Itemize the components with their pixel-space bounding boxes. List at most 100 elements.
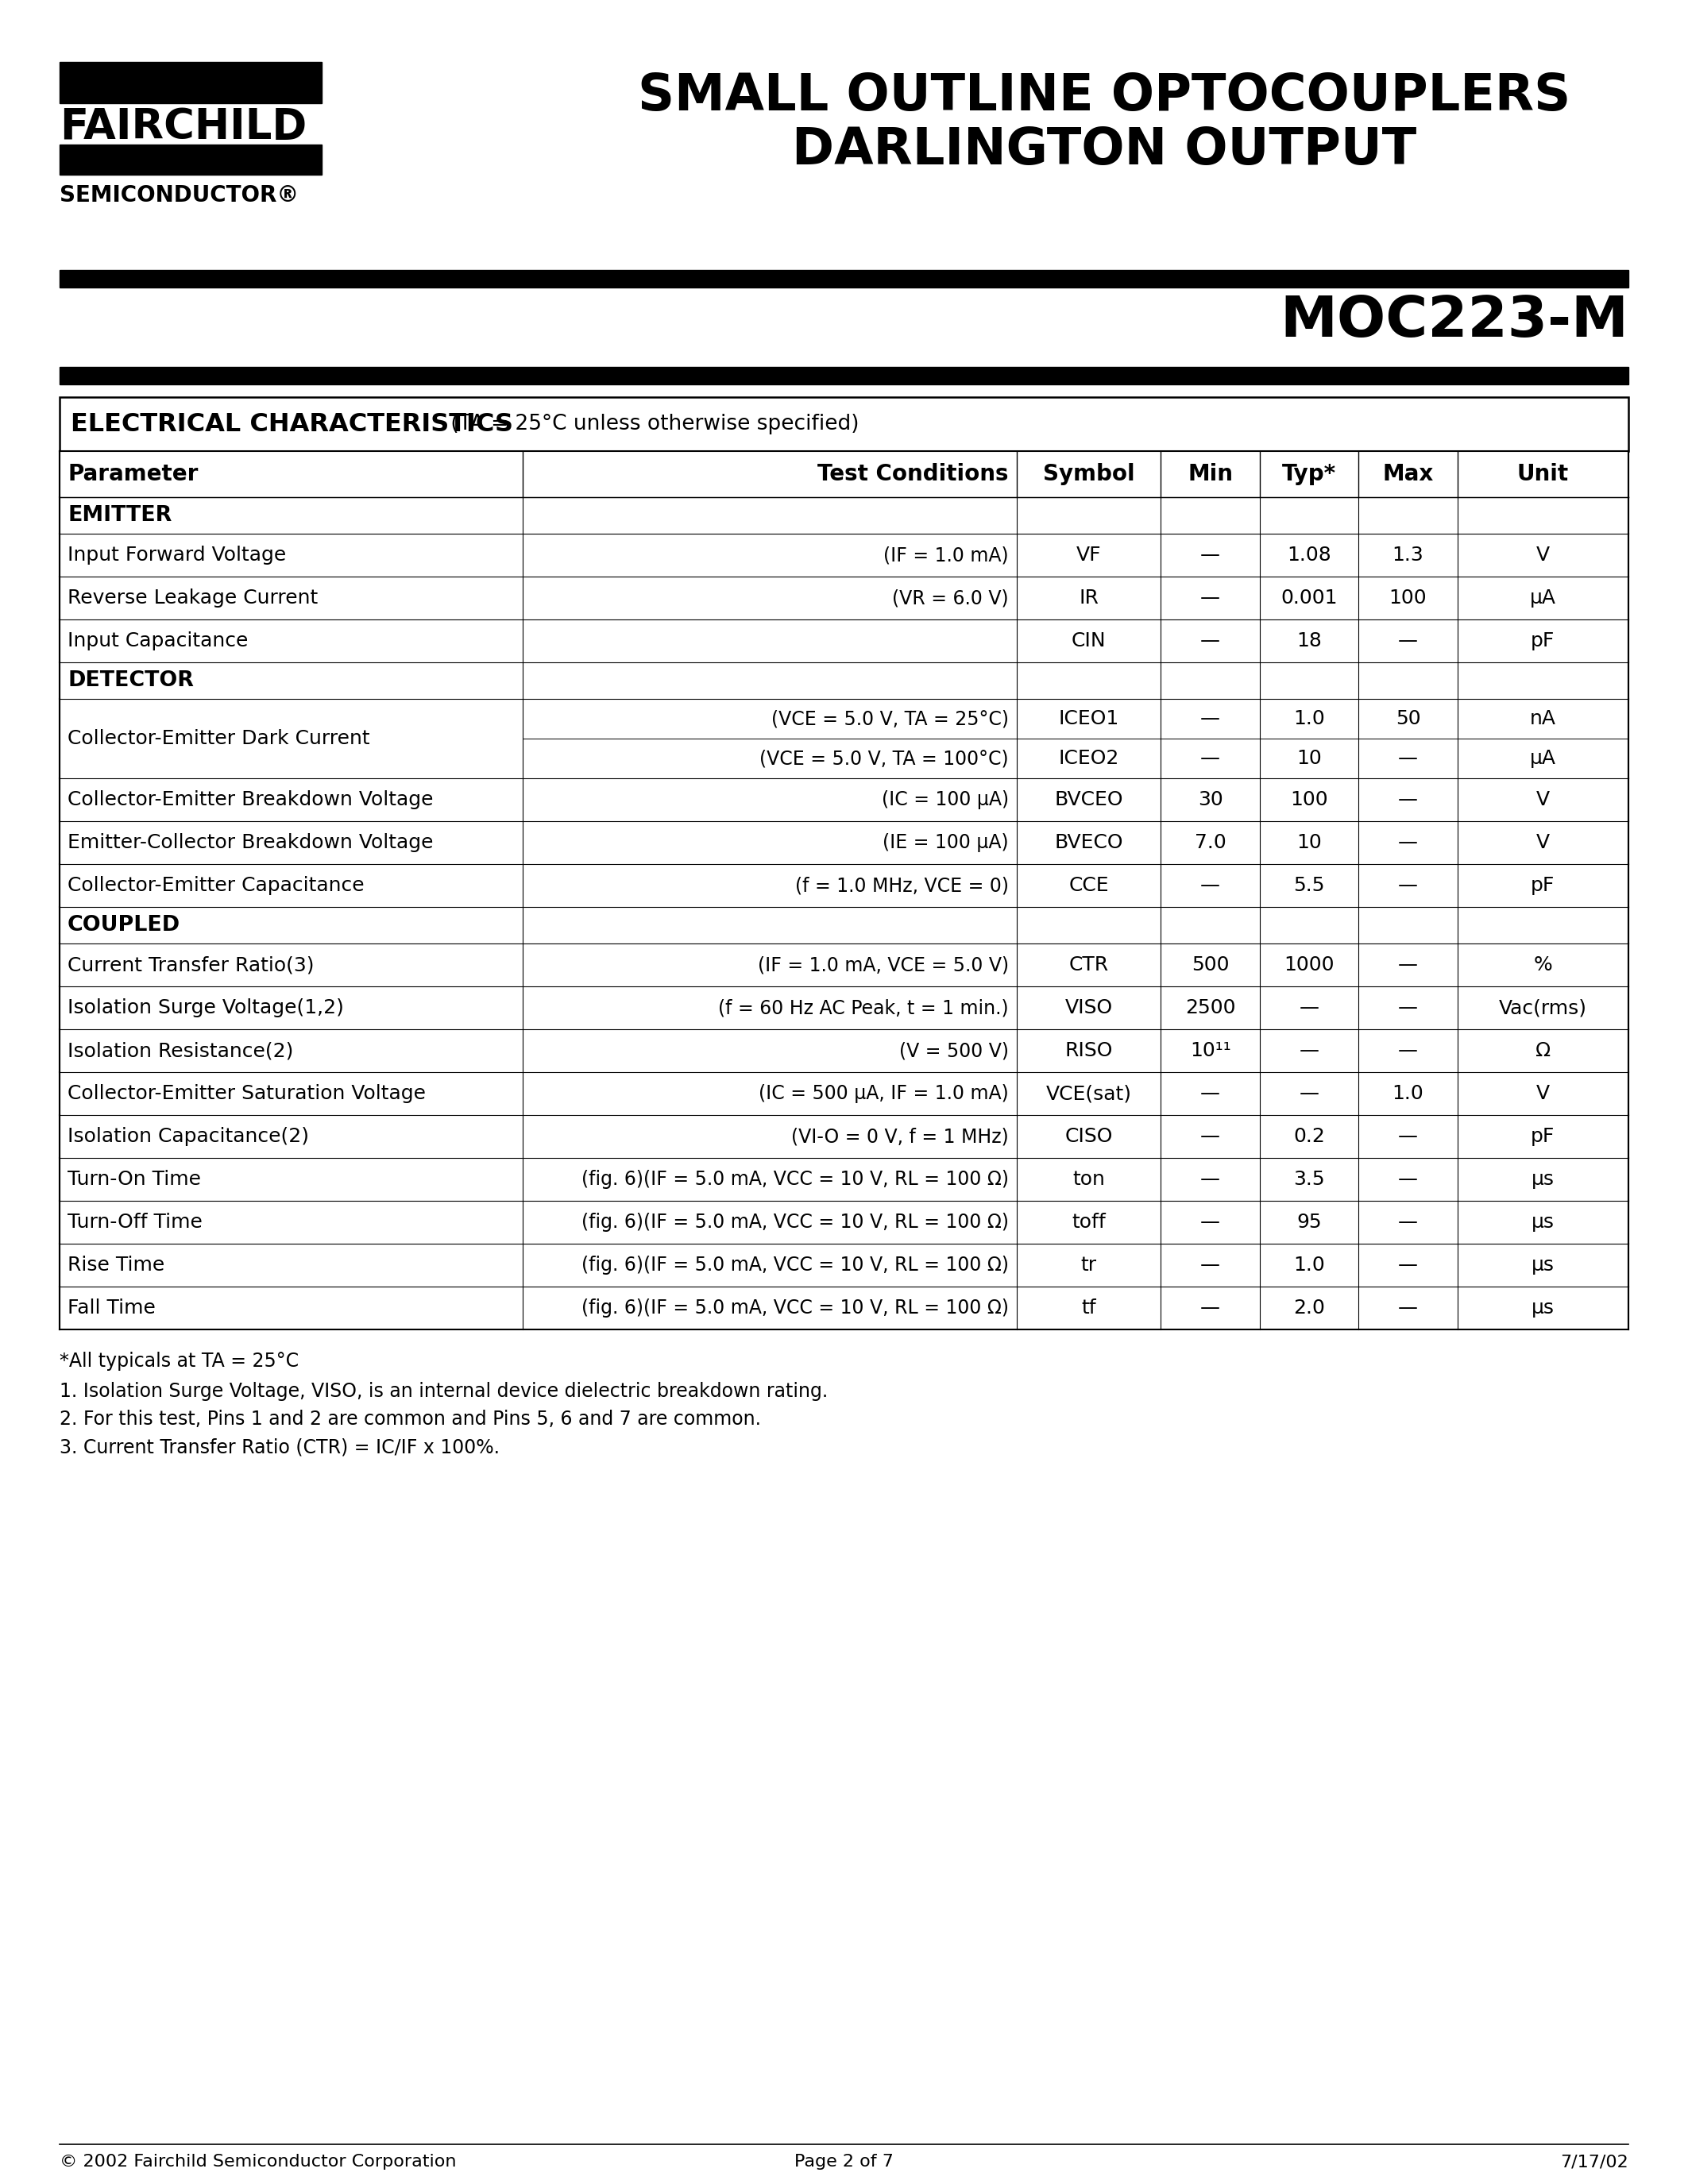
Text: (VR = 6.0 V): (VR = 6.0 V) — [893, 587, 1009, 607]
Text: Test Conditions: Test Conditions — [817, 463, 1009, 485]
Bar — [59, 577, 1629, 620]
Text: nA: nA — [1529, 710, 1556, 727]
Text: %: % — [1533, 954, 1553, 974]
Text: 18: 18 — [1296, 631, 1322, 651]
Text: V: V — [1536, 791, 1550, 810]
Text: (IC = 100 μA): (IC = 100 μA) — [881, 791, 1009, 810]
Bar — [59, 1201, 1629, 1243]
Text: (fig. 6)(IF = 5.0 mA, VCC = 10 V, RL = 100 Ω): (fig. 6)(IF = 5.0 mA, VCC = 10 V, RL = 1… — [581, 1212, 1009, 1232]
Text: (IF = 1.0 mA, VCE = 5.0 V): (IF = 1.0 mA, VCE = 5.0 V) — [758, 954, 1009, 974]
Text: Collector-Emitter Capacitance: Collector-Emitter Capacitance — [68, 876, 365, 895]
Text: tf: tf — [1082, 1299, 1096, 1317]
Text: —: — — [1398, 832, 1418, 852]
Text: FAIRCHILD: FAIRCHILD — [59, 107, 307, 149]
Text: toff: toff — [1072, 1212, 1106, 1232]
Text: DARLINGTON OUTPUT: DARLINGTON OUTPUT — [792, 124, 1416, 175]
Text: 2.0: 2.0 — [1293, 1299, 1325, 1317]
Text: (f = 1.0 MHz, VCE = 0): (f = 1.0 MHz, VCE = 0) — [795, 876, 1009, 895]
Text: μs: μs — [1531, 1256, 1555, 1275]
Text: pF: pF — [1531, 876, 1555, 895]
Text: pF: pF — [1531, 631, 1555, 651]
Bar — [59, 778, 1629, 821]
Text: —: — — [1200, 631, 1220, 651]
Text: 1.0: 1.0 — [1393, 1083, 1423, 1103]
Text: Symbol: Symbol — [1043, 463, 1134, 485]
Text: μA: μA — [1529, 749, 1556, 769]
Text: pF: pF — [1531, 1127, 1555, 1147]
Bar — [59, 271, 1629, 288]
Text: 3. Current Transfer Ratio (CTR) = IC/IF x 100%.: 3. Current Transfer Ratio (CTR) = IC/IF … — [59, 1437, 500, 1457]
Text: ELECTRICAL CHARACTERISTICS: ELECTRICAL CHARACTERISTICS — [71, 413, 513, 437]
Text: —: — — [1200, 749, 1220, 769]
Text: (IC = 500 μA, IF = 1.0 mA): (IC = 500 μA, IF = 1.0 mA) — [758, 1083, 1009, 1103]
Bar — [59, 1286, 1629, 1330]
Text: 7/17/02: 7/17/02 — [1560, 2153, 1629, 2169]
Text: —: — — [1398, 1212, 1418, 1232]
Text: —: — — [1200, 1212, 1220, 1232]
Text: —: — — [1398, 631, 1418, 651]
Text: —: — — [1200, 1256, 1220, 1275]
Text: —: — — [1398, 876, 1418, 895]
Bar — [59, 144, 322, 175]
Text: —: — — [1300, 998, 1318, 1018]
Text: —: — — [1200, 876, 1220, 895]
Text: Reverse Leakage Current: Reverse Leakage Current — [68, 587, 317, 607]
Text: MOC223-M: MOC223-M — [1280, 295, 1629, 349]
Text: 3.5: 3.5 — [1293, 1171, 1325, 1188]
Text: —: — — [1300, 1083, 1318, 1103]
Text: —: — — [1200, 587, 1220, 607]
Text: Current Transfer Ratio(3): Current Transfer Ratio(3) — [68, 954, 314, 974]
Bar — [59, 620, 1629, 662]
Text: 95: 95 — [1296, 1212, 1322, 1232]
Text: Fall Time: Fall Time — [68, 1299, 155, 1317]
Text: —: — — [1200, 546, 1220, 566]
Bar — [59, 821, 1629, 865]
Text: (VCE = 5.0 V, TA = 100°C): (VCE = 5.0 V, TA = 100°C) — [760, 749, 1009, 769]
Text: EMITTER: EMITTER — [68, 505, 172, 526]
Bar — [59, 699, 1629, 778]
Text: CTR: CTR — [1069, 954, 1109, 974]
Text: μs: μs — [1531, 1212, 1555, 1232]
Text: 0.2: 0.2 — [1293, 1127, 1325, 1147]
Bar — [59, 498, 1629, 533]
Text: 10: 10 — [1296, 832, 1322, 852]
Bar — [59, 61, 322, 103]
Text: V: V — [1536, 1083, 1550, 1103]
Text: 2. For this test, Pins 1 and 2 are common and Pins 5, 6 and 7 are common.: 2. For this test, Pins 1 and 2 are commo… — [59, 1409, 761, 1428]
Text: Unit: Unit — [1518, 463, 1568, 485]
Text: Min: Min — [1188, 463, 1232, 485]
Text: Input Forward Voltage: Input Forward Voltage — [68, 546, 287, 566]
Text: RISO: RISO — [1065, 1042, 1112, 1059]
Text: —: — — [1200, 1171, 1220, 1188]
Text: 1000: 1000 — [1285, 954, 1335, 974]
Text: ton: ton — [1072, 1171, 1106, 1188]
Text: 1.0: 1.0 — [1293, 710, 1325, 727]
Text: (VCE = 5.0 V, TA = 25°C): (VCE = 5.0 V, TA = 25°C) — [771, 710, 1009, 727]
Text: SEMICONDUCTOR®: SEMICONDUCTOR® — [59, 183, 299, 207]
Text: ICEO1: ICEO1 — [1058, 710, 1119, 727]
Text: CCE: CCE — [1069, 876, 1109, 895]
Bar — [59, 397, 1629, 452]
Text: μs: μs — [1531, 1299, 1555, 1317]
Text: 2500: 2500 — [1185, 998, 1236, 1018]
Text: V: V — [1536, 546, 1550, 566]
Text: 100: 100 — [1290, 791, 1328, 810]
Text: Collector-Emitter Dark Current: Collector-Emitter Dark Current — [68, 729, 370, 749]
Text: (IF = 1.0 mA): (IF = 1.0 mA) — [883, 546, 1009, 566]
Text: μs: μs — [1531, 1171, 1555, 1188]
Text: 1.08: 1.08 — [1286, 546, 1332, 566]
Text: Collector-Emitter Saturation Voltage: Collector-Emitter Saturation Voltage — [68, 1083, 425, 1103]
Text: Page 2 of 7: Page 2 of 7 — [795, 2153, 893, 2169]
Text: BVECO: BVECO — [1055, 832, 1123, 852]
Bar — [59, 987, 1629, 1029]
Bar — [59, 1116, 1629, 1158]
Text: —: — — [1200, 710, 1220, 727]
Text: 100: 100 — [1389, 587, 1426, 607]
Text: Isolation Surge Voltage(1,2): Isolation Surge Voltage(1,2) — [68, 998, 344, 1018]
Text: (fig. 6)(IF = 5.0 mA, VCC = 10 V, RL = 100 Ω): (fig. 6)(IF = 5.0 mA, VCC = 10 V, RL = 1… — [581, 1171, 1009, 1188]
Text: 0.001: 0.001 — [1281, 587, 1337, 607]
Text: VCE(sat): VCE(sat) — [1047, 1083, 1131, 1103]
Text: Isolation Resistance(2): Isolation Resistance(2) — [68, 1042, 294, 1059]
Text: (VI-O = 0 V, f = 1 MHz): (VI-O = 0 V, f = 1 MHz) — [792, 1127, 1009, 1147]
Text: Max: Max — [1382, 463, 1433, 485]
